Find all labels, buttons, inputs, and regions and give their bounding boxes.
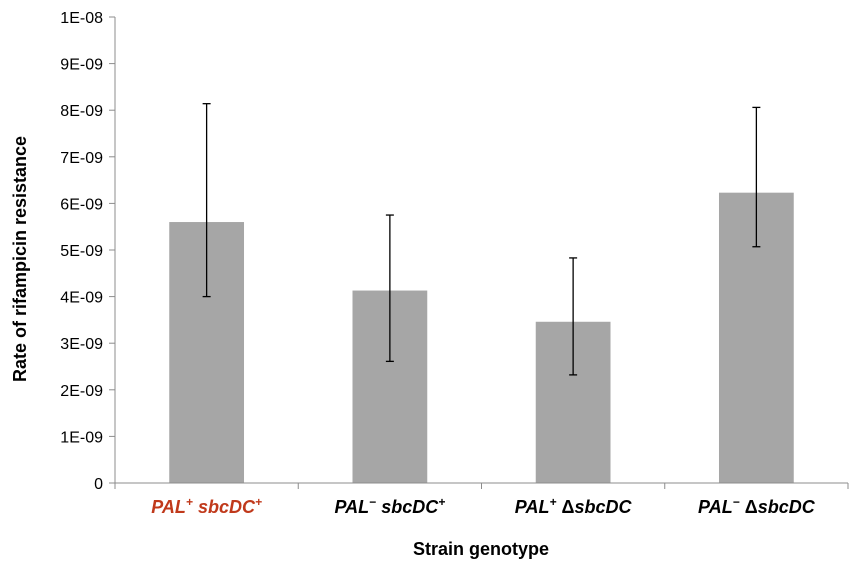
category-label: PAL+ ΔsbcDC xyxy=(515,495,633,517)
y-tick-label: 5E-09 xyxy=(60,243,103,260)
y-axis-title: Rate of rifampicin resistance xyxy=(10,136,30,382)
x-axis-title: Strain genotype xyxy=(413,539,549,559)
y-tick-label: 7E-09 xyxy=(60,150,103,167)
y-tick-label: 1E-08 xyxy=(60,10,103,27)
y-tick-label: 6E-09 xyxy=(60,196,103,213)
category-label: PAL− sbcDC+ xyxy=(335,495,446,517)
y-axis-ticks: 0 1E-09 2E-09 3E-09 4E-09 5E-09 6E-09 7E-09 8E-0… xyxy=(60,10,115,493)
y-tick-label: 3E-09 xyxy=(60,336,103,353)
y-tick-label: 2E-09 xyxy=(60,383,103,400)
y-tick-label: 1E-09 xyxy=(60,429,103,446)
y-tick-label: 0 xyxy=(94,476,103,493)
y-tick-label: 9E-09 xyxy=(60,57,103,74)
error-bars xyxy=(202,103,761,376)
y-tick-label: 4E-09 xyxy=(60,290,103,307)
x-axis-ticks xyxy=(114,483,849,489)
category-label: PAL− ΔsbcDC xyxy=(698,495,816,517)
category-labels: PAL+ sbcDC+ PAL− sbcDC+ PAL+ ΔsbcDC PAL− Δs… xyxy=(151,495,815,517)
category-label: PAL+ sbcDC+ xyxy=(151,495,262,517)
bars xyxy=(169,192,794,484)
y-tick-label: 8E-09 xyxy=(60,103,103,120)
